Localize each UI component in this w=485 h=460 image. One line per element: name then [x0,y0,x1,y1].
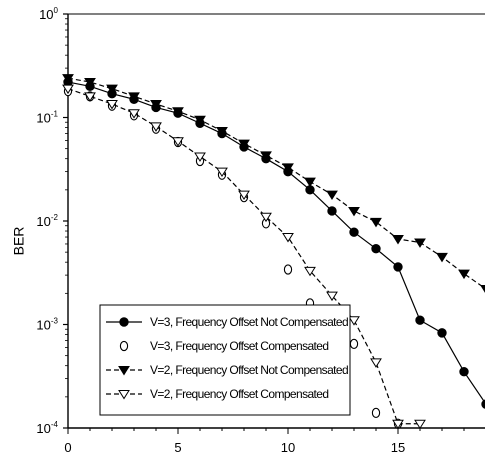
series-3-point [282,163,294,173]
series-4-point [260,212,272,223]
series-4-point [106,100,118,110]
legend-marker [118,366,130,376]
legend-item: V=2, Frequency Offset Compensated [106,387,329,401]
series-3-point [370,217,382,228]
legend-marker [118,390,130,400]
legend-items: V=3, Frequency Offset Not Compensated V=3… [106,315,349,401]
legend: V=3, Frequency Offset Not Compensated V=3… [99,304,351,416]
series-1-point [415,315,425,325]
series-3 [62,74,485,293]
series-1-point [481,399,485,409]
series-1-point [393,262,403,272]
series-3-point [150,100,162,110]
y-tick-label: 10-3 [36,317,58,333]
series-4-point [216,167,228,178]
x-tick-label: 5 [174,440,181,455]
y-tick-label: 10-1 [36,110,58,126]
series-3-point [194,115,206,126]
legend-marker [119,317,129,327]
series-4-point [348,316,360,326]
series-4-point [282,233,294,243]
series-4-point [84,92,96,102]
series-3-point [326,190,338,201]
series-1-point [371,243,381,254]
series-4-point [392,419,404,430]
y-axis-label: BER [11,227,27,256]
series-4-point [304,266,316,277]
series-3-point [172,107,184,117]
x-tick-label: 10 [281,440,295,455]
series-4-point [128,109,140,119]
series-3-point [260,151,272,161]
x-tick-label: 0 [64,440,71,455]
legend-label: V=2, Frequency Offset Not Compensated [150,363,348,377]
series-3-point [480,285,485,293]
series-4-point [326,291,338,302]
legend-label: V=2, Frequency Offset Compensated [150,387,328,401]
series-4 [62,84,426,430]
series-3-point [458,269,470,280]
legend-item: V=3, Frequency Offset Compensated [119,339,329,353]
series-1-point [349,227,359,237]
series-3-point [62,74,74,84]
x-tick-label: 15 [391,440,405,455]
series-4-point [62,84,74,95]
series-4-point [172,137,184,147]
series-1-point [459,366,469,377]
series-4-point [414,419,426,430]
series-3-point [238,139,250,150]
legend-item: V=2, Frequency Offset Not Compensated [106,363,349,377]
series-3-point [304,177,316,188]
y-tick-label: 10-4 [36,420,58,436]
series-3-point [348,206,360,217]
series-4-point [370,358,382,368]
series-3-point [128,92,140,102]
series-4-point [150,122,162,132]
series-2-point [283,264,293,275]
legend-label: V=3, Frequency Offset Compensated [150,339,328,353]
x-ticks: 0 5 10 15 [64,428,465,455]
y-tick-label: 100 [39,6,58,22]
legend-marker [119,340,129,352]
series-2-point [371,407,381,419]
series-3-point [414,238,426,248]
legend-label: V=3, Frequency Offset Not Compensated [150,315,348,329]
y-ticks: 100 10-1 10-2 10-3 10-4 [36,6,68,436]
series-4-point [238,190,250,201]
series-3-point [84,78,96,88]
legend-item: V=3, Frequency Offset Not Compensated [106,315,349,329]
legend-box [99,304,351,416]
series-3-point [436,252,448,263]
series-1-point [327,206,337,216]
series-group [62,74,485,430]
y-tick-label: 10-2 [36,213,58,229]
series-3-point [106,84,118,95]
series-1-point [437,328,447,338]
series-3-point [392,235,404,245]
series-3-point [216,127,228,137]
series-4-point [194,152,206,162]
series-2-point [349,338,359,350]
